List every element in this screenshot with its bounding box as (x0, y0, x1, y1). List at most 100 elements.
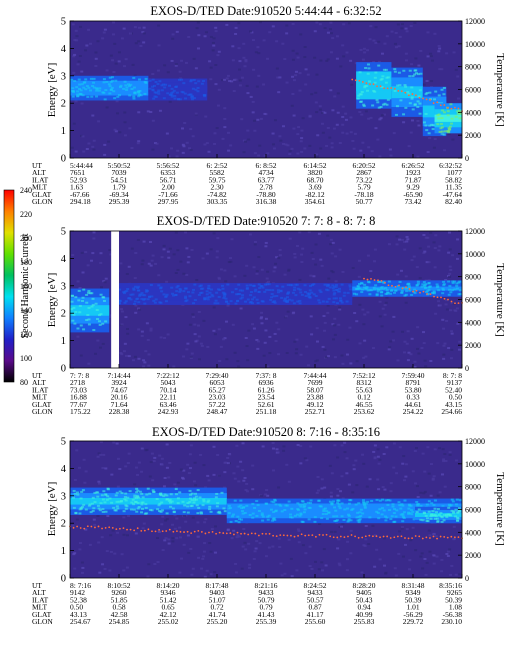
band-texture (192, 79, 196, 82)
table-cell: -56.29 (403, 610, 423, 619)
band-texture (442, 133, 446, 136)
noise-cell (406, 359, 410, 362)
band-texture (278, 503, 282, 506)
band-texture (106, 487, 110, 490)
band-texture (417, 508, 421, 511)
band-texture (229, 300, 233, 303)
band-texture (407, 507, 411, 510)
band-texture (273, 301, 277, 304)
band-texture (327, 284, 331, 287)
temperature-point (108, 526, 111, 529)
noise-cell (341, 362, 345, 365)
temperature-point (439, 535, 442, 538)
noise-cell (206, 345, 210, 348)
band-texture (325, 517, 329, 520)
noise-cell (329, 51, 333, 54)
noise-cell (102, 31, 106, 34)
noise-cell (149, 264, 153, 267)
noise-cell (423, 470, 427, 473)
noise-cell (402, 351, 406, 354)
table-cell: 51.85 (111, 595, 128, 604)
table-cell: 71.87 (405, 175, 422, 184)
noise-cell (196, 521, 200, 524)
band-texture (426, 290, 430, 293)
noise-cell (332, 127, 336, 130)
band-texture (420, 285, 424, 288)
table-row-label: ALT (32, 168, 46, 177)
band-texture (132, 503, 136, 506)
noise-cell (331, 271, 335, 274)
band-texture (378, 288, 382, 291)
noise-cell (423, 250, 427, 253)
noise-cell (311, 257, 315, 260)
band-texture (407, 285, 411, 288)
band-texture (384, 519, 388, 522)
noise-cell (190, 352, 194, 355)
table-cell: 7:44:44 (304, 371, 327, 380)
noise-cell (332, 324, 336, 327)
noise-cell (444, 278, 448, 281)
band-texture (171, 294, 175, 297)
band-texture (140, 507, 144, 510)
noise-cell (378, 300, 382, 303)
band-texture (78, 88, 82, 91)
noise-cell (251, 39, 255, 42)
band-texture (453, 288, 457, 291)
noise-cell (226, 462, 230, 465)
noise-cell (429, 360, 433, 363)
noise-cell (154, 262, 158, 265)
noise-cell (443, 453, 447, 456)
noise-cell (341, 270, 345, 273)
noise-cell (92, 518, 96, 521)
temperature-point (379, 536, 381, 539)
band-texture (340, 515, 344, 518)
noise-cell (291, 58, 295, 61)
noise-cell (262, 39, 266, 42)
noise-cell (137, 111, 141, 114)
band-texture (248, 513, 252, 516)
noise-cell (360, 113, 364, 116)
band-texture (327, 511, 331, 514)
band-texture (372, 288, 376, 291)
noise-cell (384, 301, 388, 304)
band-texture (170, 500, 174, 503)
noise-cell (107, 316, 111, 319)
band-texture (122, 291, 126, 294)
temperature-point (168, 528, 171, 531)
band-texture (259, 285, 263, 288)
band-texture (400, 503, 404, 506)
noise-cell (408, 559, 412, 562)
noise-cell (176, 149, 180, 152)
band-texture (236, 293, 240, 296)
noise-cell (398, 446, 402, 449)
band-texture (363, 85, 367, 88)
noise-cell (378, 118, 382, 121)
band-texture (159, 286, 163, 289)
band-texture (162, 83, 166, 86)
band-texture (160, 501, 164, 504)
noise-cell (86, 264, 90, 267)
noise-cell (362, 462, 366, 465)
band-texture (436, 285, 440, 288)
band-texture (312, 293, 316, 296)
temperature-point (457, 107, 460, 110)
table-cell: 254.67 (70, 617, 91, 626)
temperature-curve (351, 78, 463, 113)
band-texture (373, 81, 377, 84)
noise-cell (316, 155, 320, 158)
band-texture (111, 79, 115, 82)
noise-cell (398, 530, 402, 533)
band-texture (75, 86, 79, 89)
table-cell: 82.40 (445, 197, 462, 206)
noise-cell (278, 254, 282, 257)
noise-cell (157, 44, 161, 47)
band-texture (144, 77, 148, 80)
noise-cell (378, 315, 382, 318)
noise-cell (203, 143, 207, 146)
temperature-point (408, 288, 411, 290)
noise-cell (351, 266, 355, 269)
noise-cell (133, 277, 137, 280)
band-texture (308, 289, 312, 292)
band-texture (381, 498, 385, 501)
